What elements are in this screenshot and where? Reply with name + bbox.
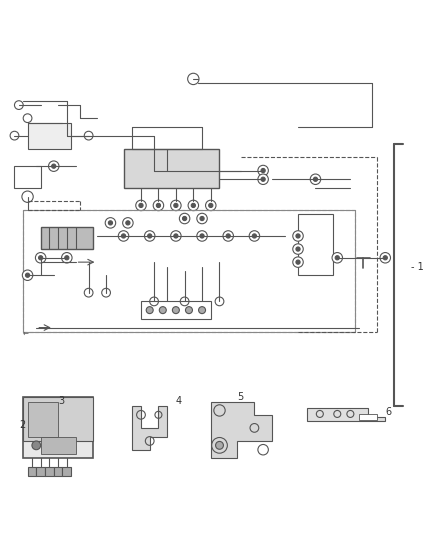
Circle shape [135,200,146,211]
Circle shape [173,234,177,238]
Circle shape [335,256,339,260]
Text: 6: 6 [385,407,391,417]
Circle shape [295,234,300,238]
Bar [23,398,93,441]
Circle shape [261,168,265,173]
Bar [14,166,41,188]
Bar [28,123,71,149]
Bar [41,437,75,454]
Circle shape [153,200,163,211]
Text: 5: 5 [237,392,243,401]
Circle shape [32,441,41,450]
Polygon shape [306,408,385,422]
Circle shape [292,244,303,254]
Circle shape [138,203,143,207]
Circle shape [223,231,233,241]
Bar [297,214,332,275]
Circle shape [208,203,212,207]
Circle shape [226,234,230,238]
Circle shape [292,257,303,268]
Circle shape [295,260,300,264]
Circle shape [170,200,181,211]
Circle shape [121,234,125,238]
Bar [123,149,219,188]
Text: ←: ← [23,332,31,337]
Circle shape [313,177,317,181]
Text: 3: 3 [58,396,64,406]
Circle shape [292,231,303,241]
Bar [62,467,71,476]
Circle shape [252,234,256,238]
Circle shape [172,306,179,313]
Circle shape [105,217,116,228]
Circle shape [122,217,133,228]
Bar [23,398,93,458]
Circle shape [25,273,30,277]
Circle shape [215,441,223,449]
Circle shape [179,213,189,224]
Circle shape [205,200,215,211]
Circle shape [382,256,386,260]
Circle shape [147,234,152,238]
Circle shape [48,161,59,172]
Bar [28,467,36,476]
Text: 2: 2 [19,420,25,430]
Circle shape [257,165,268,176]
Circle shape [146,306,153,313]
Circle shape [196,231,207,241]
Circle shape [261,177,265,181]
Bar [53,467,62,476]
Circle shape [52,164,56,168]
Circle shape [156,203,160,207]
Text: - 1: - 1 [410,262,423,271]
Polygon shape [210,402,271,458]
Circle shape [185,306,192,313]
Circle shape [191,203,195,207]
Circle shape [310,174,320,184]
Circle shape [39,256,42,260]
Bar [141,301,210,319]
Bar [23,210,354,332]
Circle shape [22,270,33,280]
Circle shape [126,221,130,225]
Circle shape [170,231,181,241]
Circle shape [199,216,204,221]
Circle shape [257,174,268,184]
Circle shape [173,203,177,207]
Circle shape [199,234,204,238]
Circle shape [331,253,342,263]
Circle shape [108,221,112,225]
Circle shape [159,306,166,313]
Bar [45,467,53,476]
Circle shape [249,231,259,241]
Circle shape [61,253,72,263]
Circle shape [187,200,198,211]
Circle shape [35,253,46,263]
Circle shape [198,306,205,313]
Circle shape [182,216,186,221]
Bar [36,467,45,476]
Bar [358,414,376,420]
Circle shape [118,231,128,241]
Circle shape [196,213,207,224]
Circle shape [295,247,300,251]
Polygon shape [132,406,167,450]
Bar [28,402,58,437]
Circle shape [64,256,69,260]
Circle shape [379,253,390,263]
Bar [23,210,354,332]
Text: 4: 4 [176,396,182,406]
Bar [41,227,93,249]
Circle shape [144,231,155,241]
